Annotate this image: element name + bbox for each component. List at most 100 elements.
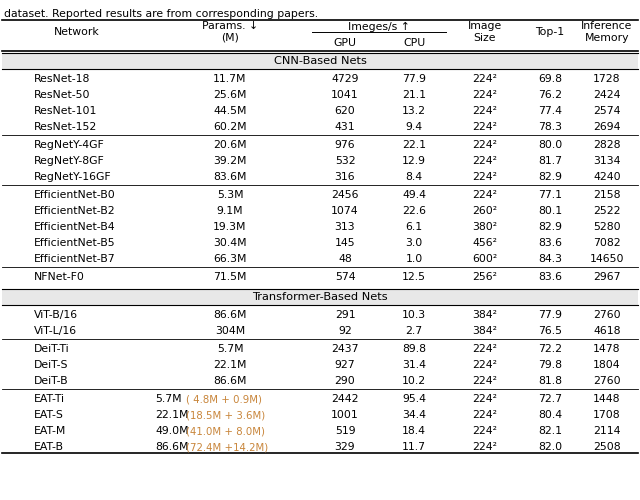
Text: 83.6M: 83.6M (213, 172, 247, 182)
Text: 519: 519 (335, 426, 355, 436)
Text: 2442: 2442 (332, 394, 359, 404)
Text: 260²: 260² (472, 206, 497, 216)
Text: 574: 574 (335, 272, 355, 282)
Text: 256²: 256² (472, 272, 497, 282)
Text: 313: 313 (335, 222, 355, 232)
Text: 31.4: 31.4 (402, 360, 426, 370)
Text: 11.7M: 11.7M (213, 74, 247, 84)
Text: EfficientNet-B5: EfficientNet-B5 (34, 238, 116, 248)
Text: 224²: 224² (472, 140, 497, 150)
Text: 77.9: 77.9 (402, 74, 426, 84)
Text: 2522: 2522 (593, 206, 621, 216)
Text: 34.4: 34.4 (402, 410, 426, 420)
Text: Transformer-Based Nets: Transformer-Based Nets (252, 292, 388, 302)
Text: 290: 290 (335, 376, 355, 386)
Text: 2828: 2828 (593, 140, 621, 150)
Text: 21.1: 21.1 (402, 90, 426, 100)
Text: 224²: 224² (472, 426, 497, 436)
Text: 600²: 600² (472, 254, 498, 264)
Text: Params. ↓
(M): Params. ↓ (M) (202, 21, 258, 43)
Text: 77.1: 77.1 (538, 190, 562, 200)
Text: 5.3M: 5.3M (217, 190, 243, 200)
Text: 20.6M: 20.6M (213, 140, 247, 150)
Text: 82.9: 82.9 (538, 222, 562, 232)
Text: 456²: 456² (472, 238, 497, 248)
Text: ( 4.8M + 0.9M): ( 4.8M + 0.9M) (186, 394, 262, 404)
Text: 95.4: 95.4 (402, 394, 426, 404)
Text: ViT-B/16: ViT-B/16 (34, 310, 78, 320)
Text: 22.1: 22.1 (402, 140, 426, 150)
Text: Imeges/s ↑: Imeges/s ↑ (348, 22, 410, 32)
Text: 82.0: 82.0 (538, 442, 562, 452)
Text: 84.3: 84.3 (538, 254, 562, 264)
Text: 44.5M: 44.5M (213, 106, 247, 116)
Text: 49.4: 49.4 (402, 190, 426, 200)
Text: CPU: CPU (403, 38, 425, 48)
Text: 224²: 224² (472, 442, 497, 452)
Text: 1728: 1728 (593, 74, 621, 84)
Text: 3134: 3134 (593, 156, 621, 166)
Text: 7082: 7082 (593, 238, 621, 248)
Text: EAT-Ti: EAT-Ti (34, 394, 65, 404)
Text: 2967: 2967 (593, 272, 621, 282)
Text: 620: 620 (335, 106, 355, 116)
Text: 80.1: 80.1 (538, 206, 562, 216)
Text: RegNetY-16GF: RegNetY-16GF (34, 172, 111, 182)
Text: 9.1M: 9.1M (217, 206, 243, 216)
Text: 69.8: 69.8 (538, 74, 562, 84)
Text: 5280: 5280 (593, 222, 621, 232)
Bar (2, 289, 638, 305)
Text: 1001: 1001 (331, 410, 359, 420)
Text: Image
Size: Image Size (468, 21, 502, 43)
Text: 4618: 4618 (593, 326, 621, 336)
Text: 304M: 304M (215, 326, 245, 336)
Text: 6.1: 6.1 (405, 222, 422, 232)
Text: 224²: 224² (472, 394, 497, 404)
Text: NFNet-F0: NFNet-F0 (34, 272, 85, 282)
Text: 86.6M: 86.6M (155, 442, 189, 452)
Text: 12.9: 12.9 (402, 156, 426, 166)
Text: 12.5: 12.5 (402, 272, 426, 282)
Text: 9.4: 9.4 (405, 122, 422, 132)
Text: 316: 316 (335, 172, 355, 182)
Text: 22.1M: 22.1M (213, 360, 247, 370)
Text: DeiT-Ti: DeiT-Ti (34, 344, 70, 354)
Text: 1804: 1804 (593, 360, 621, 370)
Text: 2694: 2694 (593, 122, 621, 132)
Text: 1448: 1448 (593, 394, 621, 404)
Text: ResNet-101: ResNet-101 (34, 106, 97, 116)
Text: 48: 48 (338, 254, 352, 264)
Bar (2, 53, 638, 69)
Text: 291: 291 (335, 310, 355, 320)
Text: 18.4: 18.4 (402, 426, 426, 436)
Text: 224²: 224² (472, 172, 497, 182)
Text: EAT-S: EAT-S (34, 410, 64, 420)
Text: 5.7M: 5.7M (217, 344, 243, 354)
Text: dataset. Reported results are from corresponding papers.: dataset. Reported results are from corre… (4, 9, 318, 19)
Text: (41.0M + 8.0M): (41.0M + 8.0M) (186, 426, 265, 436)
Text: 4729: 4729 (332, 74, 359, 84)
Text: 224²: 224² (472, 156, 497, 166)
Text: 77.9: 77.9 (538, 310, 562, 320)
Text: CNN-Based Nets: CNN-Based Nets (273, 56, 367, 66)
Text: 145: 145 (335, 238, 355, 248)
Text: EfficientNet-B0: EfficientNet-B0 (34, 190, 116, 200)
Text: 22.1M: 22.1M (155, 410, 189, 420)
Text: ResNet-152: ResNet-152 (34, 122, 97, 132)
Text: 4240: 4240 (593, 172, 621, 182)
Text: 71.5M: 71.5M (213, 272, 247, 282)
Text: 380²: 380² (472, 222, 497, 232)
Text: RegNetY-4GF: RegNetY-4GF (34, 140, 105, 150)
Text: EfficientNet-B2: EfficientNet-B2 (34, 206, 116, 216)
Text: 224²: 224² (472, 90, 497, 100)
Text: 224²: 224² (472, 376, 497, 386)
Text: 78.3: 78.3 (538, 122, 562, 132)
Text: (18.5M + 3.6M): (18.5M + 3.6M) (186, 410, 265, 420)
Text: 2437: 2437 (332, 344, 359, 354)
Text: 224²: 224² (472, 190, 497, 200)
Text: 2508: 2508 (593, 442, 621, 452)
Text: 1478: 1478 (593, 344, 621, 354)
Text: 224²: 224² (472, 74, 497, 84)
Text: 80.4: 80.4 (538, 410, 562, 420)
Text: 2114: 2114 (593, 426, 621, 436)
